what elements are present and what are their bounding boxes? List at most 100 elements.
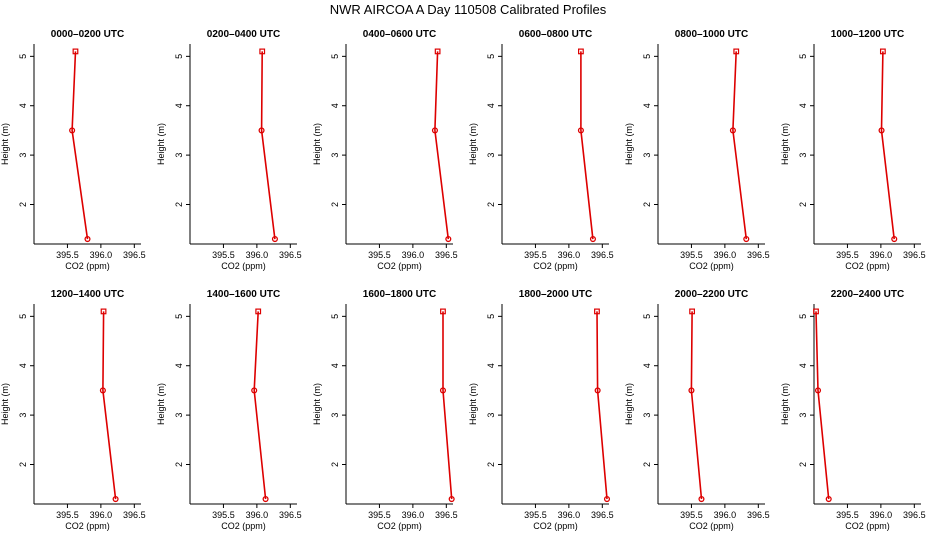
y-axis-title: Height (m) (468, 123, 478, 165)
profile-panel-4: 0600–0800 UTC 395.5 396.0 396.5 2 3 4 5 CO2 (ppm… (468, 29, 614, 271)
x-tick-label: 395.5 (368, 250, 391, 260)
y-axis-title: Height (m) (156, 123, 166, 165)
y-tick-label: 2 (18, 202, 28, 207)
data-point (589, 236, 596, 243)
y-axis-title: Height (m) (0, 123, 10, 165)
x-tick-label: 395.5 (56, 510, 79, 520)
y-tick-label: 4 (642, 363, 652, 368)
x-tick-label: 396.5 (591, 510, 614, 520)
y-tick-label: 4 (486, 363, 496, 368)
x-tick-label: 396.0 (558, 250, 581, 260)
y-tick-label: 2 (798, 462, 808, 467)
x-tick-label: 396.0 (558, 510, 581, 520)
data-point (825, 496, 832, 503)
profile-panel-5: 0800–1000 UTC 395.5 396.0 396.5 2 3 4 5 CO2 (ppm… (624, 29, 770, 271)
data-point (448, 496, 455, 503)
y-tick-label: 4 (486, 103, 496, 108)
x-tick-label: 395.5 (680, 510, 703, 520)
x-axis-title: CO2 (ppm) (65, 261, 110, 271)
series-line (596, 311, 608, 500)
x-tick-label: 395.5 (836, 250, 859, 260)
x-tick-label: 396.0 (90, 250, 113, 260)
data-point (813, 308, 819, 315)
data-point (743, 236, 750, 243)
panel-title: 1400–1600 UTC (207, 289, 280, 300)
y-tick-label: 4 (330, 103, 340, 108)
data-point (262, 496, 269, 503)
profile-panel-2: 0200–0400 UTC 395.5 396.0 396.5 2 3 4 5 CO2 (ppm… (156, 29, 302, 271)
x-tick-label: 396.0 (246, 510, 269, 520)
x-tick-label: 396.0 (402, 250, 425, 260)
page-title: NWR AIRCOA A Day 110508 Calibrated Profi… (329, 2, 607, 17)
x-tick-label: 396.5 (279, 510, 302, 520)
data-point (729, 127, 736, 134)
y-tick-label: 2 (486, 202, 496, 207)
y-tick-label: 4 (18, 363, 28, 368)
y-tick-label: 2 (642, 202, 652, 207)
x-tick-label: 395.5 (212, 250, 235, 260)
data-point (733, 48, 740, 55)
y-tick-label: 2 (642, 462, 652, 467)
data-point (891, 236, 898, 243)
data-point (578, 48, 584, 55)
data-point (879, 48, 886, 55)
panel-title: 0000–0200 UTC (51, 29, 124, 40)
panel-title: 0800–1000 UTC (675, 29, 748, 40)
y-tick-label: 4 (642, 103, 652, 108)
profile-panel-3: 0400–0600 UTC 395.5 396.0 396.5 2 3 4 5 CO2 (ppm… (312, 29, 458, 271)
y-tick-label: 3 (18, 153, 28, 158)
y-tick-label: 3 (174, 413, 184, 418)
y-tick-label: 5 (486, 54, 496, 59)
panel-title: 1800–2000 UTC (519, 289, 592, 300)
data-point (445, 236, 452, 243)
x-tick-label: 396.5 (123, 250, 146, 260)
y-tick-label: 5 (174, 54, 184, 59)
y-tick-label: 5 (330, 314, 340, 319)
panel-title: 2000–2200 UTC (675, 289, 748, 300)
x-axis-title: CO2 (ppm) (533, 261, 578, 271)
data-point (698, 496, 705, 503)
y-tick-label: 2 (330, 462, 340, 467)
panel-title: 0400–0600 UTC (363, 29, 436, 40)
panel-title: 2200–2400 UTC (831, 289, 904, 300)
x-tick-label: 396.0 (90, 510, 113, 520)
y-tick-label: 4 (798, 103, 808, 108)
x-tick-label: 395.5 (212, 510, 235, 520)
x-tick-label: 395.5 (680, 250, 703, 260)
panel-title: 0200–0400 UTC (207, 29, 280, 40)
data-point (688, 387, 695, 394)
y-tick-label: 4 (18, 103, 28, 108)
profile-panel-1: 0000–0200 UTC 395.5 396.0 396.5 2 3 4 5 CO2 (ppm… (0, 29, 146, 271)
data-point (251, 387, 258, 394)
data-point (439, 387, 447, 394)
x-axis-title: CO2 (ppm) (221, 261, 266, 271)
x-axis-title: CO2 (ppm) (845, 521, 890, 531)
profile-panel-6: 1000–1200 UTC 395.5 396.0 396.5 2 3 4 5 CO2 (ppm… (780, 29, 926, 271)
series-line (580, 51, 594, 240)
y-axis-title: Height (m) (468, 383, 478, 425)
y-axis-title: Height (m) (780, 123, 790, 165)
y-tick-label: 5 (18, 54, 28, 59)
profile-panel-9: 1600–1800 UTC 395.5 396.0 396.5 2 3 4 5 CO2 (ppm… (312, 289, 458, 531)
panel-title: 1600–1800 UTC (363, 289, 436, 300)
x-tick-label: 396.5 (747, 250, 770, 260)
data-point (271, 236, 278, 243)
y-tick-label: 2 (174, 462, 184, 467)
y-axis-title: Height (m) (780, 383, 790, 425)
x-tick-label: 396.5 (903, 250, 926, 260)
data-point (69, 127, 76, 134)
y-axis-title: Height (m) (0, 383, 10, 425)
series-line (71, 51, 89, 240)
y-tick-label: 5 (642, 54, 652, 59)
y-tick-label: 5 (486, 314, 496, 319)
x-tick-label: 396.0 (714, 250, 737, 260)
y-tick-label: 2 (486, 462, 496, 467)
y-tick-label: 3 (486, 153, 496, 158)
x-tick-label: 396.5 (279, 250, 302, 260)
x-axis-title: CO2 (ppm) (533, 521, 578, 531)
y-tick-label: 3 (18, 413, 28, 418)
data-point (434, 48, 441, 55)
y-axis-title: Height (m) (624, 383, 634, 425)
y-tick-label: 4 (174, 363, 184, 368)
x-tick-label: 396.5 (747, 510, 770, 520)
